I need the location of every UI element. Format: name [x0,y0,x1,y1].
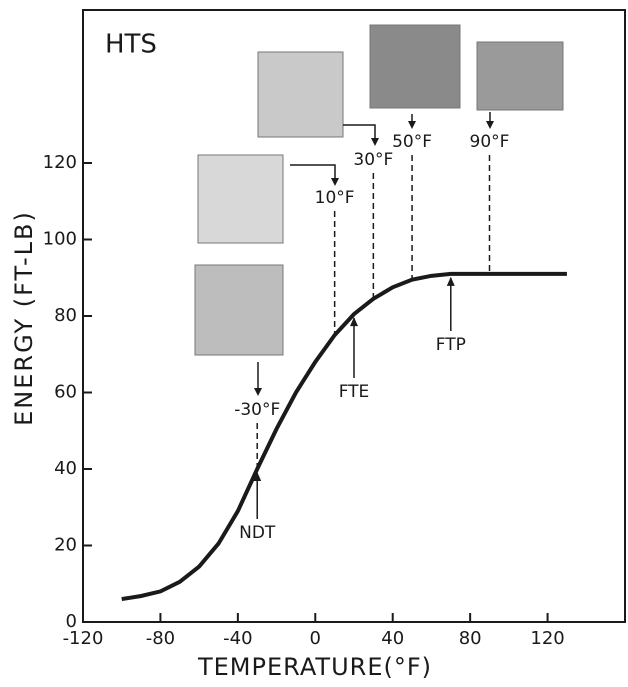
arrow-heads [254,121,494,396]
x-tick-label: 0 [310,628,321,649]
photo [194,264,284,356]
point-arrow-head [350,317,358,327]
y-tick-label: 0 [66,611,77,632]
line-series [121,271,567,602]
marker-label: 10°F [315,188,355,208]
y-tick-label: 80 [54,305,77,326]
arrow [290,164,336,183]
marker-label: 50°F [392,132,432,152]
marker-label: 30°F [353,150,393,170]
point-label: NDT [239,523,276,543]
point-label: FTE [339,382,370,402]
photos [194,24,564,356]
x-tick-label: -120 [63,628,104,649]
point-arrow-head [446,276,455,286]
arrow-head [371,138,379,146]
y-tick-label: 40 [54,458,77,479]
x-axis-label: TEMPERATURE(°F) [197,653,432,681]
chart-title: HTS [105,30,157,60]
point-arrow-head [253,472,262,481]
x-tick-label: -80 [146,628,175,649]
y-tick-label: 60 [54,382,77,403]
arrow-head [486,121,494,129]
y-axis-label: ENERGY (FT-LB) [10,210,38,426]
photo [369,24,461,109]
arrow-head [331,178,339,186]
x-tick-label: 80 [459,628,482,649]
marker-label: 90°F [470,132,510,152]
y-tick-label: 100 [43,229,77,250]
point-label: FTP [436,335,466,355]
photo [257,51,344,138]
y-tick-label: 20 [54,535,77,556]
y-tick-label: 120 [43,152,77,173]
x-tick-label: 120 [530,628,564,649]
x-tick-label: -40 [223,628,252,649]
arrow-head [408,121,416,129]
arrow-head [254,388,262,396]
arrow [343,124,376,143]
photo [476,41,564,111]
photo [197,154,284,244]
x-tick-label: 40 [381,628,404,649]
marker-label: -30°F [234,400,280,420]
